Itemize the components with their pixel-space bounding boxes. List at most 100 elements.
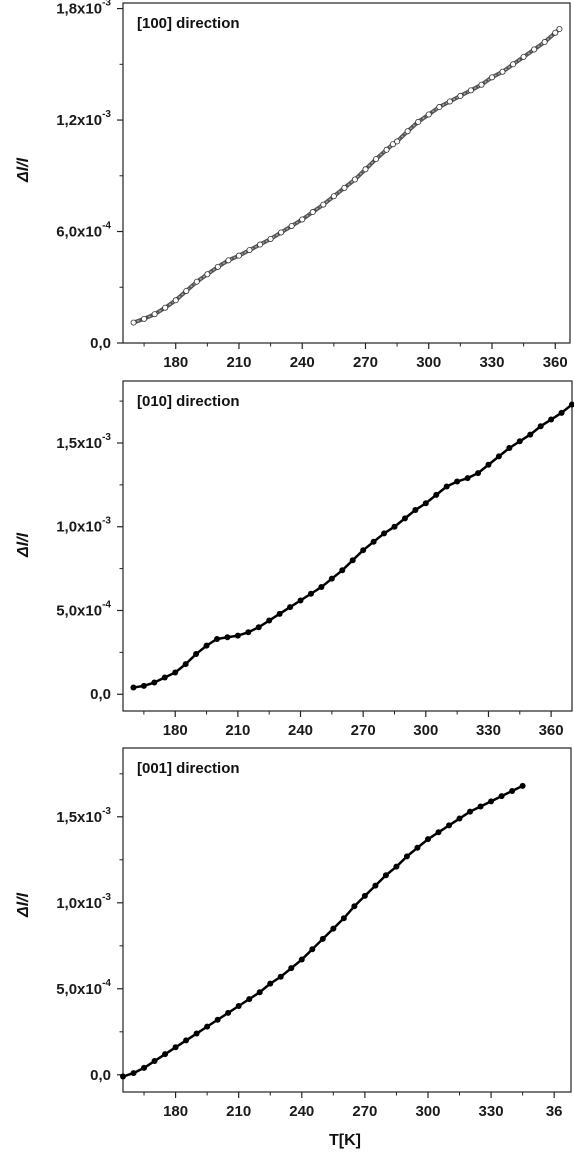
data-point xyxy=(351,903,358,910)
data-point xyxy=(204,271,211,278)
data-point xyxy=(389,141,396,148)
data-point xyxy=(351,176,358,183)
data-point xyxy=(267,235,274,242)
y-tick-label: 1,5x10-3 xyxy=(56,806,111,826)
data-point xyxy=(309,946,316,953)
data-point xyxy=(141,315,148,322)
data-point xyxy=(552,29,559,36)
data-line-halo xyxy=(132,27,561,325)
data-point xyxy=(320,201,327,208)
data-point xyxy=(498,793,505,800)
data-point xyxy=(151,1058,158,1065)
y-tick-label: 1,8x10-3 xyxy=(56,0,111,18)
x-tick-label: 210 xyxy=(226,1103,251,1120)
data-point xyxy=(246,996,253,1003)
y-axis-label: Δl/l xyxy=(15,532,32,558)
data-point xyxy=(288,222,295,229)
data-point xyxy=(172,1044,179,1051)
x-tick-label: 270 xyxy=(352,1103,377,1120)
data-point xyxy=(246,247,253,254)
data-point xyxy=(266,617,273,624)
data-point xyxy=(509,788,516,794)
data-point xyxy=(235,1003,242,1009)
y-tick-label: 1,0x10-3 xyxy=(56,892,111,912)
x-tick-label: 240 xyxy=(290,354,315,371)
data-point xyxy=(349,557,356,564)
data-point xyxy=(151,679,158,686)
data-point xyxy=(556,26,563,33)
data-point xyxy=(278,229,285,236)
data-point xyxy=(488,798,495,805)
panel-title: [010] direction xyxy=(137,393,240,410)
data-point xyxy=(183,1037,190,1044)
data-point xyxy=(224,634,231,641)
data-point xyxy=(373,156,380,163)
data-point xyxy=(527,431,534,438)
data-point xyxy=(287,604,294,611)
data-point xyxy=(446,98,453,105)
x-tick-label: 300 xyxy=(413,722,438,739)
data-point xyxy=(531,46,538,53)
data-point xyxy=(403,853,410,860)
data-point xyxy=(172,669,179,676)
x-tick-label: 330 xyxy=(476,722,501,739)
data-point xyxy=(537,423,544,430)
data-point xyxy=(569,401,574,408)
y-tick-label: 0,0 xyxy=(90,686,111,703)
data-point xyxy=(225,1009,232,1016)
x-axis-label: T[K] xyxy=(329,1132,361,1149)
data-point xyxy=(446,822,453,829)
data-point xyxy=(256,989,263,996)
data-point xyxy=(339,567,346,574)
data-point xyxy=(435,829,442,836)
x-tick-label: 300 xyxy=(416,354,441,371)
plot-frame xyxy=(122,2,571,344)
data-point xyxy=(120,1073,126,1080)
data-point xyxy=(235,252,242,259)
data-point xyxy=(225,257,232,264)
data-point xyxy=(309,209,316,216)
y-tick-label: 6,0x10-4 xyxy=(56,221,111,241)
data-point xyxy=(245,629,252,636)
data-point xyxy=(393,863,400,870)
data-point xyxy=(467,808,474,815)
x-tick-label: 240 xyxy=(288,722,313,739)
data-point xyxy=(193,651,200,658)
x-tick-label: 240 xyxy=(289,1103,314,1120)
data-point xyxy=(433,491,440,498)
data-point xyxy=(193,1030,200,1037)
y-tick-label: 1,2x10-3 xyxy=(56,109,111,129)
data-point xyxy=(307,590,314,597)
data-point xyxy=(288,965,295,972)
x-tick-label: 180 xyxy=(163,1103,188,1120)
data-point xyxy=(520,53,527,60)
y-axis-label: Δl/l xyxy=(15,157,32,183)
data-point xyxy=(203,642,210,649)
data-point xyxy=(401,515,408,522)
data-point xyxy=(172,297,179,304)
data-point xyxy=(140,682,147,689)
data-point xyxy=(130,684,137,691)
data-point xyxy=(425,111,432,118)
data-point xyxy=(477,803,484,810)
data-point xyxy=(330,925,337,932)
data-point xyxy=(213,635,220,642)
data-point xyxy=(341,184,348,191)
x-tick-label: 210 xyxy=(225,722,250,739)
data-point xyxy=(257,241,264,248)
x-tick-label: 270 xyxy=(351,722,376,739)
data-point xyxy=(362,166,369,173)
data-point xyxy=(436,104,443,111)
data-point xyxy=(516,438,523,445)
data-point xyxy=(382,872,389,879)
y-axis-label: Δl/l xyxy=(15,892,32,918)
data-point xyxy=(162,1051,169,1058)
data-point xyxy=(404,128,411,135)
data-point xyxy=(475,470,482,477)
panel-010-direction: Δl/l [010] direction 180 210 240 270 300 330 36… xyxy=(15,380,574,739)
data-point xyxy=(372,882,379,889)
data-point xyxy=(422,500,429,507)
data-point xyxy=(361,892,368,899)
data-point xyxy=(130,319,137,326)
